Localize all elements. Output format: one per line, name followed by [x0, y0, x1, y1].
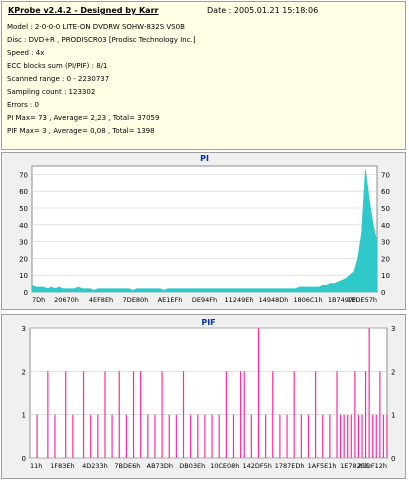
scan-date: Date : 2005.01.21 15:18:06 [207, 6, 319, 15]
pi-series-area [31, 169, 378, 293]
x-tick-label: 1EDE57h [347, 296, 377, 304]
y-tick-label-left: 1 [22, 412, 26, 420]
y-tick-label-left: 70 [19, 171, 28, 179]
x-tick-label: 11249Eh [225, 296, 254, 304]
chart-title: PI [200, 154, 209, 163]
x-tick-label: 1787EDh [275, 462, 305, 470]
y-tick-label-left: 40 [19, 222, 28, 230]
info-pi-summary: PI Max= 73 , Average= 2,23 , Total= 3705… [7, 114, 160, 122]
y-tick-label-left: 50 [19, 205, 28, 213]
y-tick-label-right: 40 [381, 222, 390, 230]
y-tick-label-left: 3 [22, 325, 26, 333]
y-tick-label-right: 50 [381, 205, 390, 213]
y-tick-label-left: 30 [19, 239, 28, 247]
y-tick-label-left: 2 [22, 368, 26, 376]
y-tick-label-right: 20 [381, 255, 390, 263]
x-tick-label: 14948Dh [259, 296, 289, 304]
x-tick-label: 4D233h [82, 462, 108, 470]
y-tick-label-right: 60 [381, 188, 390, 196]
pi-chart-panel: PI 0 0 10 10 20 20 30 30 40 40 50 50 60 60 70 70 7Dh 20670… [1, 152, 406, 310]
y-tick-label-left: 60 [19, 188, 28, 196]
y-tick-label-left: 0 [22, 455, 26, 463]
info-scanned-range: Scanned range : 0 - 2230737 [7, 75, 110, 83]
x-tick-label: AE1EFh [158, 296, 183, 304]
y-tick-label-right: 30 [381, 239, 390, 247]
x-tick-label: 1AF5E1h [308, 462, 337, 470]
pi-chart: PI 0 0 10 10 20 20 30 30 40 40 50 50 60 60 70 70 7Dh 20670… [19, 154, 390, 304]
y-tick-label-left: 0 [24, 289, 28, 297]
x-tick-label: AB73Dh [147, 462, 173, 470]
chart-title: PIF [201, 318, 215, 327]
disc-info-panel: KProbe v2.4.2 - Designed by Karr Date : … [1, 1, 406, 150]
y-tick-label-left: 10 [19, 272, 28, 280]
x-tick-label: 20670h [54, 296, 79, 304]
y-tick-label-right: 1 [391, 412, 395, 420]
x-tick-label: 1B7497h [328, 296, 357, 304]
plot-area [31, 165, 378, 293]
y-tick-label-right: 70 [381, 171, 390, 179]
x-tick-label: 1806C1h [293, 296, 322, 304]
info-speed: Speed : 4x [7, 49, 45, 57]
info-pif-summary: PIF Max= 3 , Average= 0,08 , Total= 1398 [7, 127, 155, 135]
y-tick-label-right: 0 [391, 455, 395, 463]
x-tick-label: 21DF12h [358, 462, 387, 470]
plot-area [29, 327, 388, 459]
x-tick-label: DB03Eh [179, 462, 205, 470]
x-tick-label: 4EF8Eh [89, 296, 113, 304]
info-errors: Errors : 0 [7, 101, 39, 109]
y-tick-label-right: 10 [381, 272, 390, 280]
x-tick-label: 1F83Eh [50, 462, 74, 470]
info-disc: Disc : DVD+R , PRODISCR03 [Prodisc Techn… [7, 36, 196, 44]
info-ecc-blocks: ECC blocks sum (PI/PIF) : 8/1 [7, 62, 108, 70]
x-tick-label: 142DF5h [242, 462, 271, 470]
pif-chart: PIF 0 0 1 1 2 2 3 3 11h 1F83Eh 4D233h 7BDE6h AB73Dh DB… [22, 318, 396, 470]
y-tick-label-right: 2 [391, 368, 395, 376]
y-tick-label-right: 3 [391, 325, 395, 333]
y-tick-label-right: 0 [381, 289, 385, 297]
pif-chart-panel: PIF 0 0 1 1 2 2 3 3 11h 1F83Eh 4D233h 7BDE6h AB73Dh DB… [1, 314, 406, 479]
y-tick-label-left: 20 [19, 255, 28, 263]
x-tick-label: 10CE08h [210, 462, 239, 470]
app-title: KProbe v2.4.2 - Designed by Karr [8, 6, 159, 15]
x-tick-label: 11h [30, 462, 42, 470]
info-model: Model : 2-0-0-0 LITE-ON DVDRW SOHW-832S … [7, 23, 185, 31]
x-tick-label: 1E782Eh [340, 462, 369, 470]
x-tick-label: DE94Fh [192, 296, 217, 304]
x-tick-label: 7BDE6h [114, 462, 140, 470]
x-tick-label: 7DE80h [123, 296, 149, 304]
info-sampling-count: Sampling count : 123302 [7, 88, 96, 96]
x-tick-label: 7Dh [32, 296, 45, 304]
